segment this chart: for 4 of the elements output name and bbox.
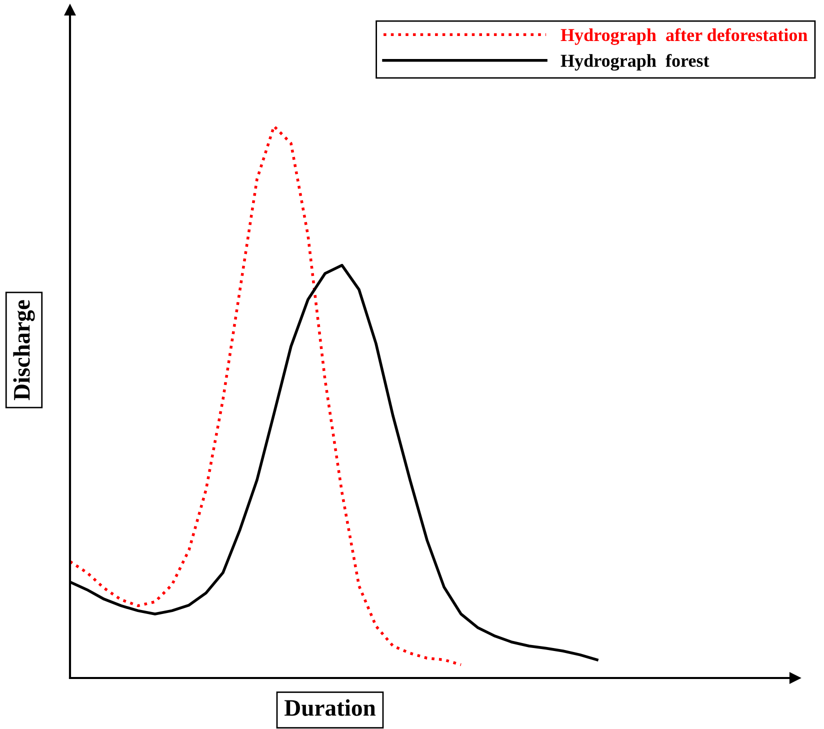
text: Hydrograph forest [560,54,710,71]
x-axis-title: Duration [284,699,376,716]
y-axis-title: Discharge [13,300,35,400]
text: Hydrograph after deforestation [560,28,808,45]
